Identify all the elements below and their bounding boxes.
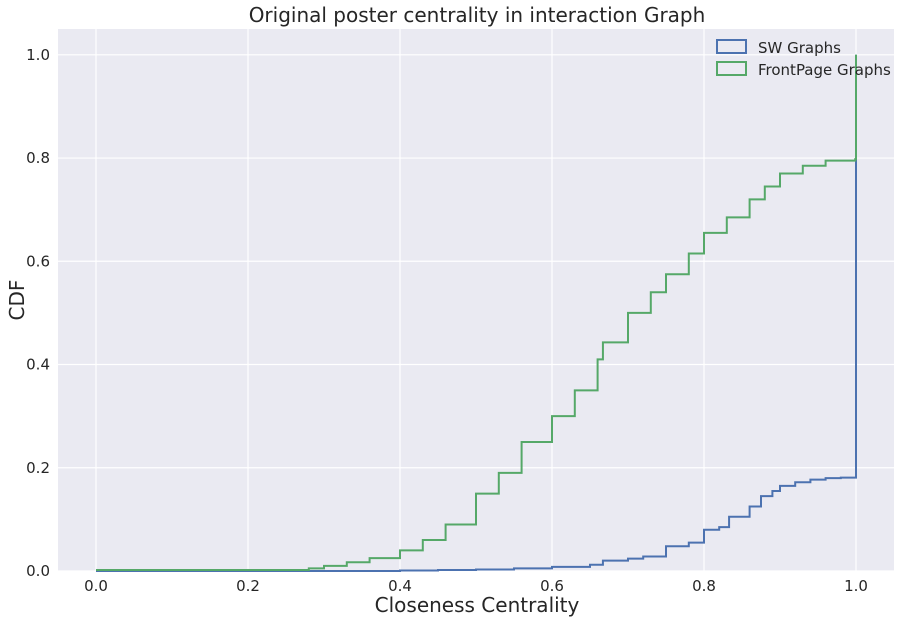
x-tick-label: 0.4: [388, 577, 412, 595]
legend: SW Graphs FrontPage Graphs: [716, 39, 891, 79]
legend-swatch-sw-graphs: [716, 39, 747, 54]
x-tick-label: 1.0: [844, 577, 868, 595]
chart-title: Original poster centrality in interactio…: [249, 3, 706, 27]
y-tick-label: 0.8: [26, 149, 50, 167]
plot-background: [58, 29, 894, 571]
legend-label-frontpage-graphs: FrontPage Graphs: [758, 61, 891, 79]
x-tick-label: 0.2: [236, 577, 260, 595]
x-axis-label: Closeness Centrality: [375, 593, 580, 617]
legend-swatch-frontpage-graphs: [716, 61, 747, 76]
x-tick-label: 0.8: [692, 577, 716, 595]
y-tick-label: 1.0: [26, 46, 50, 64]
x-tick-label: 0.6: [540, 577, 564, 595]
legend-label-sw-graphs: SW Graphs: [758, 39, 841, 57]
series-lines: [96, 54, 857, 572]
y-tick-label: 0.4: [26, 356, 50, 374]
tick-labels: 0.0 0.2 0.4 0.6 0.8 1.0 0.0 0.2 0.4 0.6 0.8 1.0: [26, 46, 868, 595]
x-tick-label: 0.0: [84, 577, 108, 595]
y-tick-label: 0.0: [26, 562, 50, 580]
y-tick-label: 0.2: [26, 459, 50, 477]
y-axis-label: CDF: [5, 280, 29, 321]
series-line-frontpage-graphs: [96, 54, 857, 571]
y-tick-label: 0.6: [26, 252, 50, 270]
series-line-sw-graphs: [96, 54, 857, 572]
